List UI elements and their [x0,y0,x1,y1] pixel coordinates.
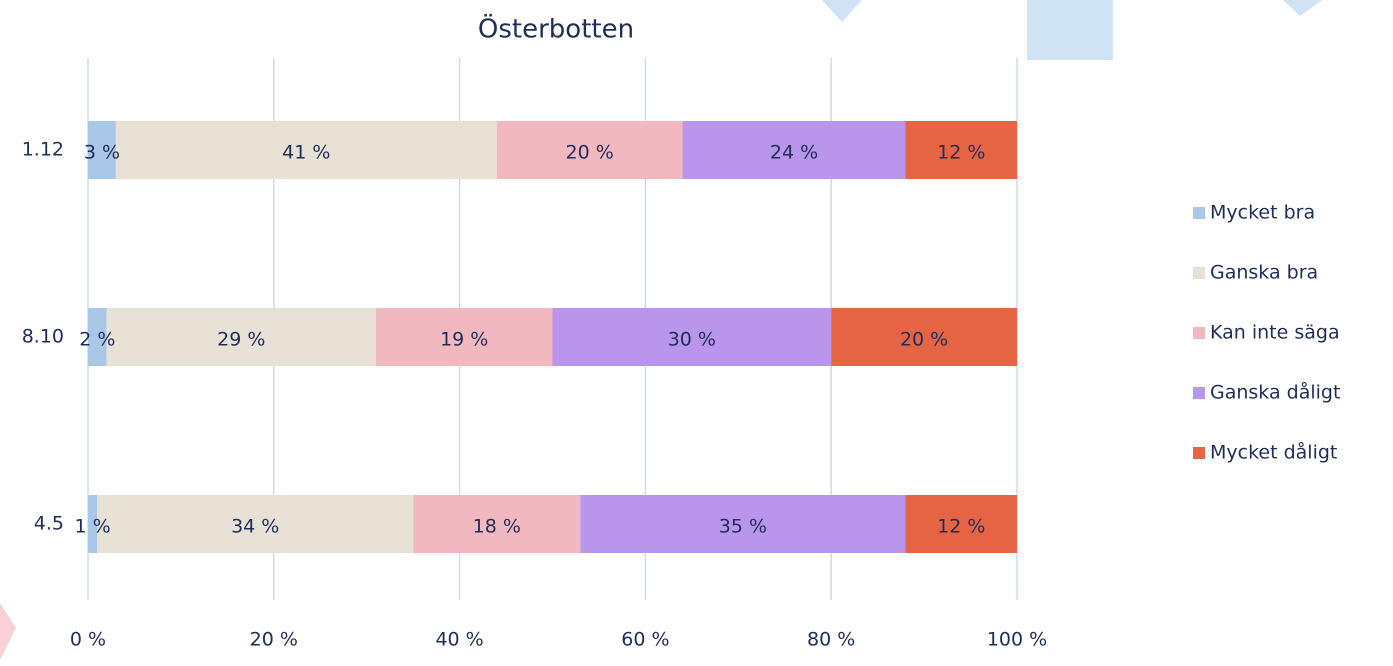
data-label: 20 % [900,329,948,351]
data-label: 12 % [937,516,985,538]
data-label: 34 % [231,516,279,538]
bar-segment [905,121,1017,179]
data-label: 19 % [440,329,488,351]
bar-segment [905,495,1017,553]
legend-label: Ganska bra [1210,262,1318,284]
data-label: 30 % [668,329,716,351]
bar-segment [580,495,906,553]
bar-segment [682,121,906,179]
chart-title: Österbotten [478,13,634,45]
bar-segment [106,308,376,366]
x-tick-label: 60 % [621,629,669,651]
legend-label: Kan inte säga [1210,322,1340,344]
bar-segment [97,495,414,553]
bar-segment [413,495,581,553]
data-label: 12 % [937,142,985,164]
decor [822,0,862,22]
bar-segment [552,308,832,366]
data-label: 24 % [770,142,818,164]
x-tick-label: 20 % [250,629,298,651]
bar-segment [88,308,107,366]
y-tick-label: 4.5 [34,513,64,535]
bar-segment [115,121,497,179]
data-label: 20 % [566,142,614,164]
data-label: 29 % [217,329,265,351]
bar-segment [496,121,683,179]
data-label: 41 % [282,142,330,164]
decor [1283,0,1322,16]
x-tick-label: 0 % [70,629,106,651]
bar-segment [88,121,116,179]
legend-swatch [1193,447,1205,459]
decor [0,603,16,660]
legend-label: Ganska dåligt [1210,381,1340,404]
legend-label: Mycket dåligt [1210,441,1337,464]
data-label: 2 % [79,329,115,351]
x-tick-label: 100 % [987,629,1047,651]
legend-swatch [1193,387,1205,399]
bar-segment [375,308,553,366]
x-tick-label: 40 % [435,629,483,651]
x-tick-label: 80 % [807,629,855,651]
bar-segment [831,308,1017,366]
y-tick-label: 8.10 [22,326,64,348]
y-tick-label: 1.12 [22,139,64,161]
legend-label: Mycket bra [1210,202,1315,224]
bar-segment [88,495,98,553]
decor [1027,0,1113,60]
legend-swatch [1193,327,1205,339]
legend-swatch [1193,207,1205,219]
legend-swatch [1193,267,1205,279]
data-label: 35 % [719,516,767,538]
data-label: 3 % [84,142,120,164]
data-label: 1 % [75,516,111,538]
data-label: 18 % [473,516,521,538]
